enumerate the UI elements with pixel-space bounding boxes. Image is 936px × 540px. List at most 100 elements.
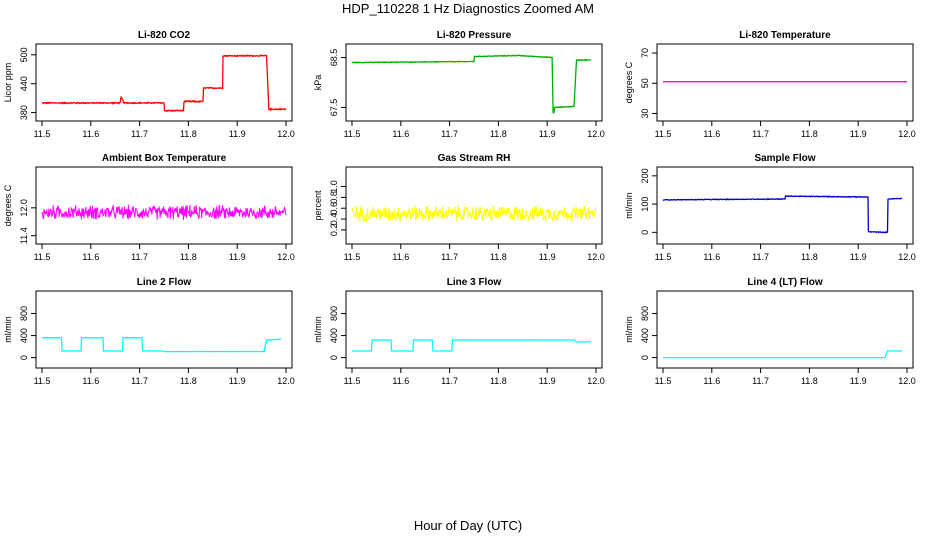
plot-frame — [656, 166, 914, 245]
x-tick-label: 11.8 — [801, 376, 818, 386]
chart-panel: Ambient Box Temperature degrees C 11.5 11.6… — [3, 153, 295, 262]
y-tick-label: 0 — [640, 230, 650, 235]
x-tick-label: 11.8 — [490, 129, 507, 139]
x-tick-label: 11.6 — [82, 376, 99, 386]
plot-frame — [35, 43, 293, 122]
y-axis-label: Licor ppm — [3, 63, 13, 103]
plot-frame — [35, 290, 293, 369]
x-tick-label: 12.0 — [898, 129, 916, 139]
x-tick-label: 11.6 — [82, 252, 99, 262]
panel-title: Li-820 Pressure — [437, 30, 512, 41]
y-tick-label: 400 — [329, 328, 339, 343]
x-tick-label: 12.0 — [277, 376, 295, 386]
x-axis-title: Hour of Day (UTC) — [413, 518, 523, 533]
series-line — [351, 339, 592, 352]
panel-title: Li-820 CO2 — [138, 30, 191, 41]
y-tick-label: 1.0 — [329, 180, 339, 193]
series-line — [41, 204, 287, 220]
y-tick-label: 100 — [640, 197, 650, 212]
x-tick-label: 12.0 — [898, 376, 916, 386]
x-tick-label: 11.7 — [441, 252, 458, 262]
y-tick-label: 0.4 — [329, 213, 339, 226]
x-tick-label: 11.9 — [539, 376, 556, 386]
plot-frame — [345, 290, 603, 369]
y-tick-label: 380 — [19, 105, 29, 120]
y-tick-label: 50 — [640, 78, 650, 88]
x-tick-label: 11.8 — [180, 252, 197, 262]
y-tick-label: 0 — [329, 355, 339, 360]
y-axis-label: degrees C — [3, 184, 13, 226]
x-tick-label: 12.0 — [277, 252, 295, 262]
y-axis-label: degrees C — [624, 61, 634, 103]
plot-frame — [656, 290, 914, 369]
x-tick-label: 12.0 — [587, 252, 605, 262]
chart-panel: Line 2 Flow ml/min 11.5 11.6 11.7 11.8 11.9 12.… — [3, 277, 295, 386]
x-tick-label: 12.0 — [587, 129, 605, 139]
series-line — [351, 54, 592, 114]
y-tick-label: 30 — [640, 108, 650, 118]
x-tick-label: 11.6 — [392, 252, 409, 262]
x-tick-label: 11.6 — [392, 129, 409, 139]
y-axis-label: kPa — [313, 75, 323, 91]
panel-title: Li-820 Temperature — [739, 30, 831, 41]
x-tick-label: 11.8 — [801, 129, 818, 139]
chart-panel: Li-820 Temperature degrees C 11.5 11.6 11.7 1… — [624, 30, 916, 139]
plot-frame — [656, 43, 914, 122]
y-axis-label: ml/min — [624, 192, 634, 219]
figure-title: HDP_110228 1 Hz Diagnostics Zoomed AM — [342, 1, 594, 16]
x-tick-label: 11.6 — [703, 129, 720, 139]
x-tick-label: 11.9 — [229, 252, 246, 262]
x-tick-label: 11.5 — [34, 129, 51, 139]
y-tick-label: 0 — [640, 355, 650, 360]
x-tick-label: 11.6 — [703, 376, 720, 386]
y-tick-label: 440 — [19, 76, 29, 91]
x-tick-label: 11.7 — [752, 376, 769, 386]
x-tick-label: 12.0 — [277, 129, 295, 139]
y-tick-label: 0.6 — [329, 202, 339, 215]
y-tick-label: 0 — [19, 355, 29, 360]
x-tick-label: 11.5 — [655, 252, 672, 262]
x-tick-label: 11.6 — [82, 129, 99, 139]
x-tick-label: 12.0 — [898, 252, 916, 262]
y-tick-label: 0.2 — [329, 224, 339, 237]
x-tick-label: 11.9 — [539, 252, 556, 262]
x-tick-label: 12.0 — [587, 376, 605, 386]
x-tick-label: 11.7 — [131, 252, 148, 262]
x-tick-label: 11.7 — [752, 252, 769, 262]
y-axis-label: percent — [313, 190, 323, 221]
x-tick-label: 11.5 — [34, 376, 51, 386]
y-tick-label: 12.0 — [19, 199, 29, 217]
x-tick-label: 11.9 — [229, 376, 246, 386]
x-tick-label: 11.9 — [850, 376, 867, 386]
y-tick-label: 68.5 — [329, 49, 339, 67]
chart-panel: Sample Flow ml/min 11.5 11.6 11.7 11.8 11.9 12.… — [624, 153, 916, 262]
x-tick-label: 11.6 — [392, 376, 409, 386]
panel-title: Sample Flow — [754, 153, 815, 164]
x-tick-label: 11.9 — [850, 129, 867, 139]
x-tick-label: 11.5 — [344, 129, 361, 139]
y-tick-label: 67.5 — [329, 99, 339, 117]
plot-frame — [345, 43, 603, 122]
x-tick-label: 11.8 — [490, 376, 507, 386]
plot-frame — [345, 166, 603, 245]
series-line — [351, 204, 597, 223]
chart-panel: Line 3 Flow ml/min 11.5 11.6 11.7 11.8 11.9 12.… — [313, 277, 605, 386]
y-tick-label: 800 — [329, 306, 339, 321]
y-tick-label: 400 — [19, 328, 29, 343]
panel-title: Line 4 (LT) Flow — [747, 277, 823, 288]
series-line — [42, 54, 287, 113]
x-tick-label: 11.7 — [441, 376, 458, 386]
series-line — [663, 350, 903, 359]
x-tick-label: 11.5 — [34, 252, 51, 262]
panel-title: Ambient Box Temperature — [102, 153, 227, 164]
y-axis-label: ml/min — [624, 316, 634, 343]
x-tick-label: 11.9 — [229, 129, 246, 139]
x-tick-label: 11.8 — [180, 129, 197, 139]
x-tick-label: 11.9 — [850, 252, 867, 262]
y-tick-label: 500 — [19, 47, 29, 62]
x-tick-label: 11.8 — [490, 252, 507, 262]
y-tick-label: 70 — [640, 48, 650, 58]
y-tick-label: 800 — [640, 306, 650, 321]
